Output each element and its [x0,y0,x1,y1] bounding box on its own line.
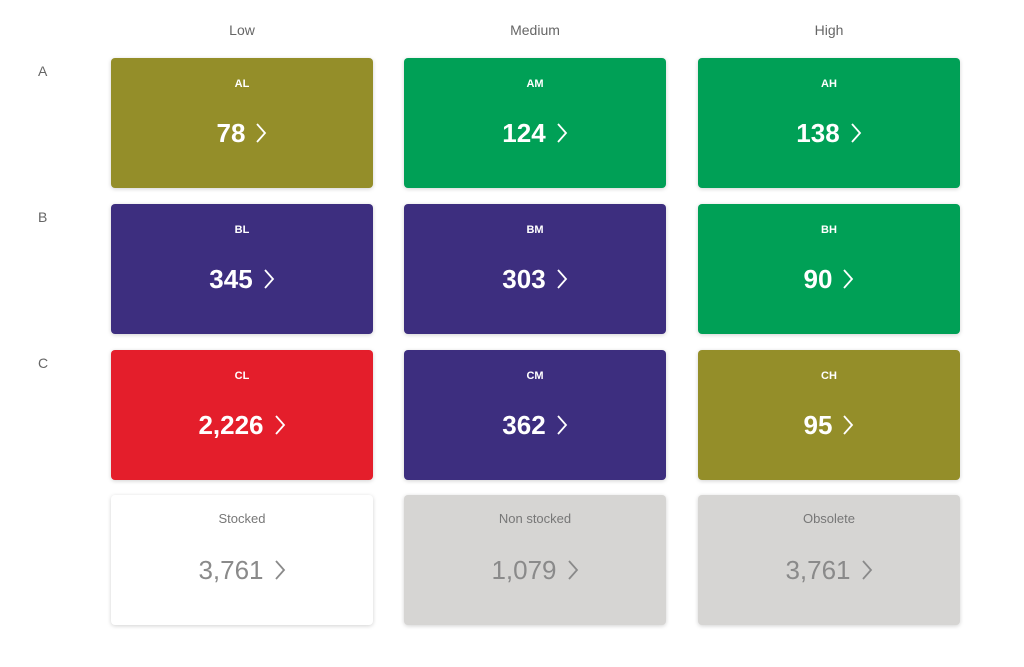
card-value: 3,761 [111,555,373,586]
card-label: Non stocked [498,511,572,526]
chevron-path [557,269,567,289]
card-value: 362 [404,410,666,441]
chevron-icon [557,123,567,143]
card-value: 138 [698,118,960,149]
card-number: 138 [796,118,840,148]
card-label: CM [526,370,544,382]
chevron-icon [557,415,567,435]
chevron-icon [256,123,267,143]
chevron-path [264,269,274,289]
card-label: CH [821,370,837,382]
chevron-path [843,415,854,435]
card-number: 3,761 [198,555,264,585]
chevron-icon [264,269,274,289]
chevron-path [861,560,872,580]
card-number: 362 [502,410,546,440]
chevron-path [567,560,578,580]
chevron-icon [843,415,854,435]
card-label: AM [526,78,544,90]
matrix-card[interactable]: AM 124 [404,58,666,188]
matrix-card[interactable]: AL 78 [111,58,373,188]
card-value: 78 [111,118,373,149]
total-card[interactable]: Obsolete 3,761 [698,495,960,625]
card-number: 95 [803,410,833,440]
card-number: 3,761 [785,555,851,585]
card-number: 1,079 [491,555,557,585]
column-header: Medium [510,22,560,38]
card-label: AL [234,78,250,90]
card-value: 345 [111,264,373,295]
card-label: BM [526,224,544,236]
card-label: BH [821,224,837,236]
card-number: 345 [209,264,253,294]
chevron-path [274,560,285,580]
matrix-card[interactable]: CL 2,226 [111,350,373,480]
matrix-card[interactable]: AH 138 [698,58,960,188]
chevron-icon [274,415,285,435]
chevron-icon [274,560,285,580]
card-label: Obsolete [802,511,856,526]
row-header: A [38,63,48,79]
chevron-icon [851,123,861,143]
chevron-icon [861,560,872,580]
card-number: 303 [502,264,546,294]
card-value: 95 [698,410,960,441]
card-label: BL [234,224,250,236]
chevron-path [557,123,567,143]
total-card[interactable]: Non stocked 1,079 [404,495,666,625]
card-value: 2,226 [111,410,373,441]
chevron-icon [843,269,854,289]
card-value: 303 [404,264,666,295]
chevron-icon [567,560,578,580]
card-label: CL [234,370,250,382]
chevron-path [557,415,567,435]
column-header: High [814,22,844,38]
card-value: 3,761 [698,555,960,586]
card-value: 90 [698,264,960,295]
card-number: 2,226 [198,410,264,440]
column-header: Low [229,22,255,38]
card-label: Stocked [218,511,266,526]
row-header: B [38,209,48,225]
card-label: AH [821,78,837,90]
card-value: 124 [404,118,666,149]
card-number: 90 [803,264,833,294]
total-card[interactable]: Stocked 3,761 [111,495,373,625]
row-header: C [38,355,49,371]
chevron-icon [557,269,567,289]
card-number: 78 [216,118,246,148]
matrix-card[interactable]: BM 303 [404,204,666,334]
matrix-card[interactable]: CM 362 [404,350,666,480]
chevron-path [256,123,267,143]
matrix-card[interactable]: BL 345 [111,204,373,334]
card-number: 124 [502,118,546,148]
chevron-path [843,269,854,289]
chevron-path [274,415,285,435]
matrix-card[interactable]: CH 95 [698,350,960,480]
matrix-card[interactable]: BH 90 [698,204,960,334]
chevron-path [851,123,861,143]
card-value: 1,079 [404,555,666,586]
